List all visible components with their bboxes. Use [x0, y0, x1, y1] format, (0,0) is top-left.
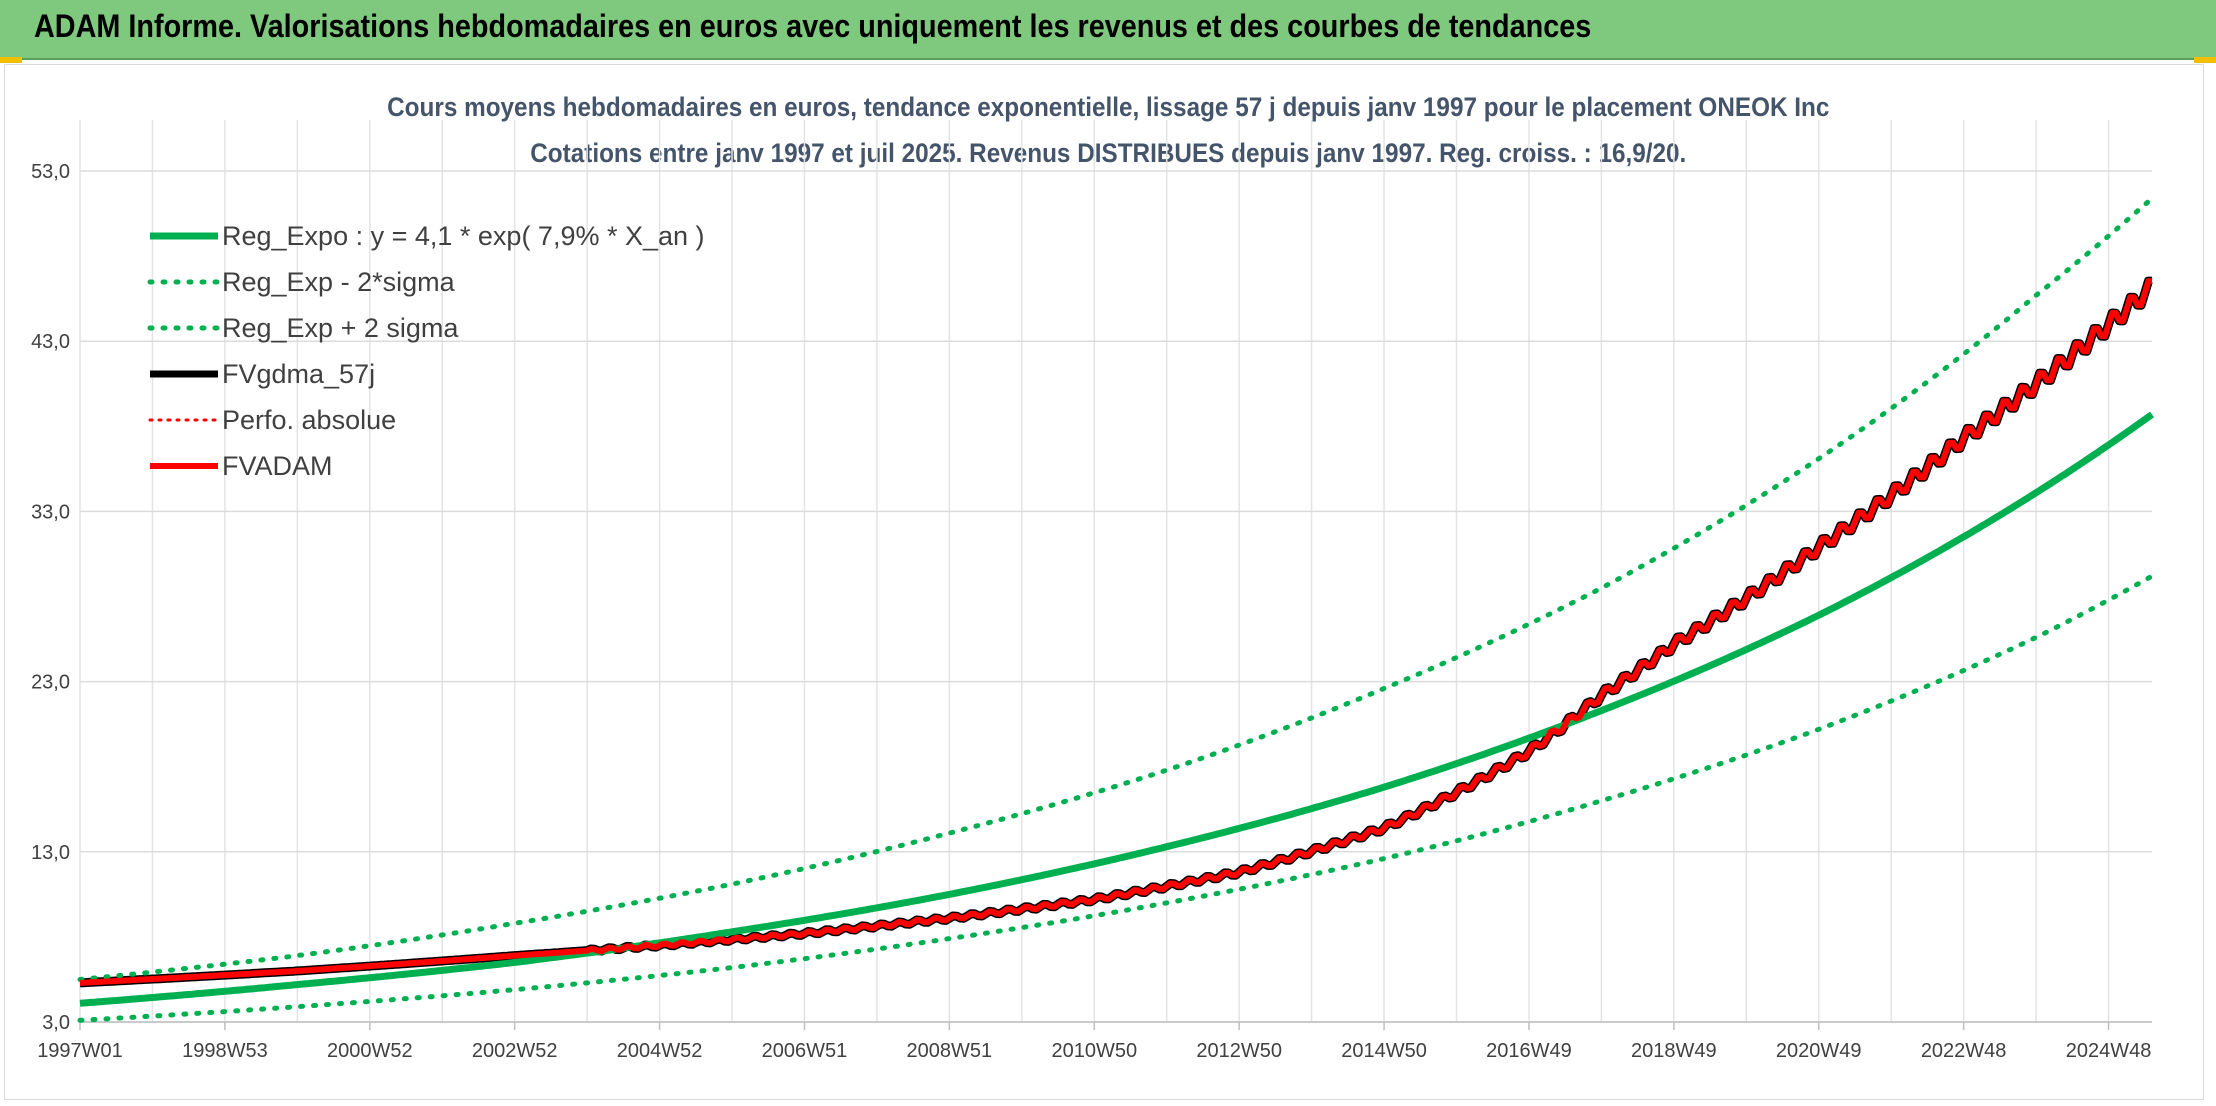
series-line-2	[77, 195, 2155, 982]
y-tick-label: 23,0	[31, 672, 70, 694]
chart-subtitle: Cotations entre janv 1997 et juil 2025. …	[529, 138, 1687, 168]
x-tick-label: 2002W52	[472, 1040, 558, 1062]
legend-label-0: Reg_Expo : y = 4,1 * exp( 7,9% * X_an )	[222, 221, 705, 251]
corner-marker-left	[0, 57, 22, 63]
x-tick-label: 2018W49	[1631, 1040, 1717, 1062]
x-tick-label: 1997W01	[37, 1040, 123, 1062]
x-tick-label: 1998W53	[182, 1040, 268, 1062]
x-tick-label: 2000W52	[327, 1040, 413, 1062]
x-tick-label: 2008W51	[907, 1040, 993, 1062]
x-tick-label: 2006W51	[762, 1040, 848, 1062]
chart-frame	[4, 64, 2204, 1100]
x-tick-label: 2016W49	[1486, 1040, 1572, 1062]
series-line-3	[79, 276, 2153, 988]
series-line-5	[79, 278, 2153, 986]
report-banner: ADAM Informe. Valorisations hebdomadaire…	[0, 0, 2216, 60]
series-line-1	[77, 573, 2155, 1023]
y-tick-label: 13,0	[31, 842, 70, 864]
legend-label-5: FVADAM	[222, 451, 333, 481]
series-line-0	[79, 411, 2155, 1007]
corner-marker-right	[2194, 57, 2216, 63]
y-tick-label: 33,0	[31, 501, 70, 523]
x-tick-label: 2024W48	[2066, 1040, 2152, 1062]
x-tick-label: 2004W52	[617, 1040, 703, 1062]
report-title: ADAM Informe. Valorisations hebdomadaire…	[34, 8, 1592, 44]
x-tick-label: 2020W49	[1776, 1040, 1862, 1062]
y-tick-label: 43,0	[31, 331, 70, 353]
y-tick-label: 53,0	[31, 161, 70, 183]
legend-label-4: Perfo. absolue	[222, 405, 396, 435]
x-tick-label: 2012W50	[1196, 1040, 1282, 1062]
y-tick-label: 3,0	[42, 1012, 70, 1034]
x-tick-label: 2014W50	[1341, 1040, 1427, 1062]
legend-label-1: Reg_Exp - 2*sigma	[222, 267, 456, 297]
chart-title: Cours moyens hebdomadaires en euros, ten…	[386, 92, 1830, 122]
x-tick-label: 2010W50	[1051, 1040, 1137, 1062]
legend-label-2: Reg_Exp + 2 sigma	[222, 313, 459, 343]
x-tick-label: 2022W48	[1921, 1040, 2007, 1062]
legend-label-3: FVgdma_57j	[222, 359, 375, 389]
